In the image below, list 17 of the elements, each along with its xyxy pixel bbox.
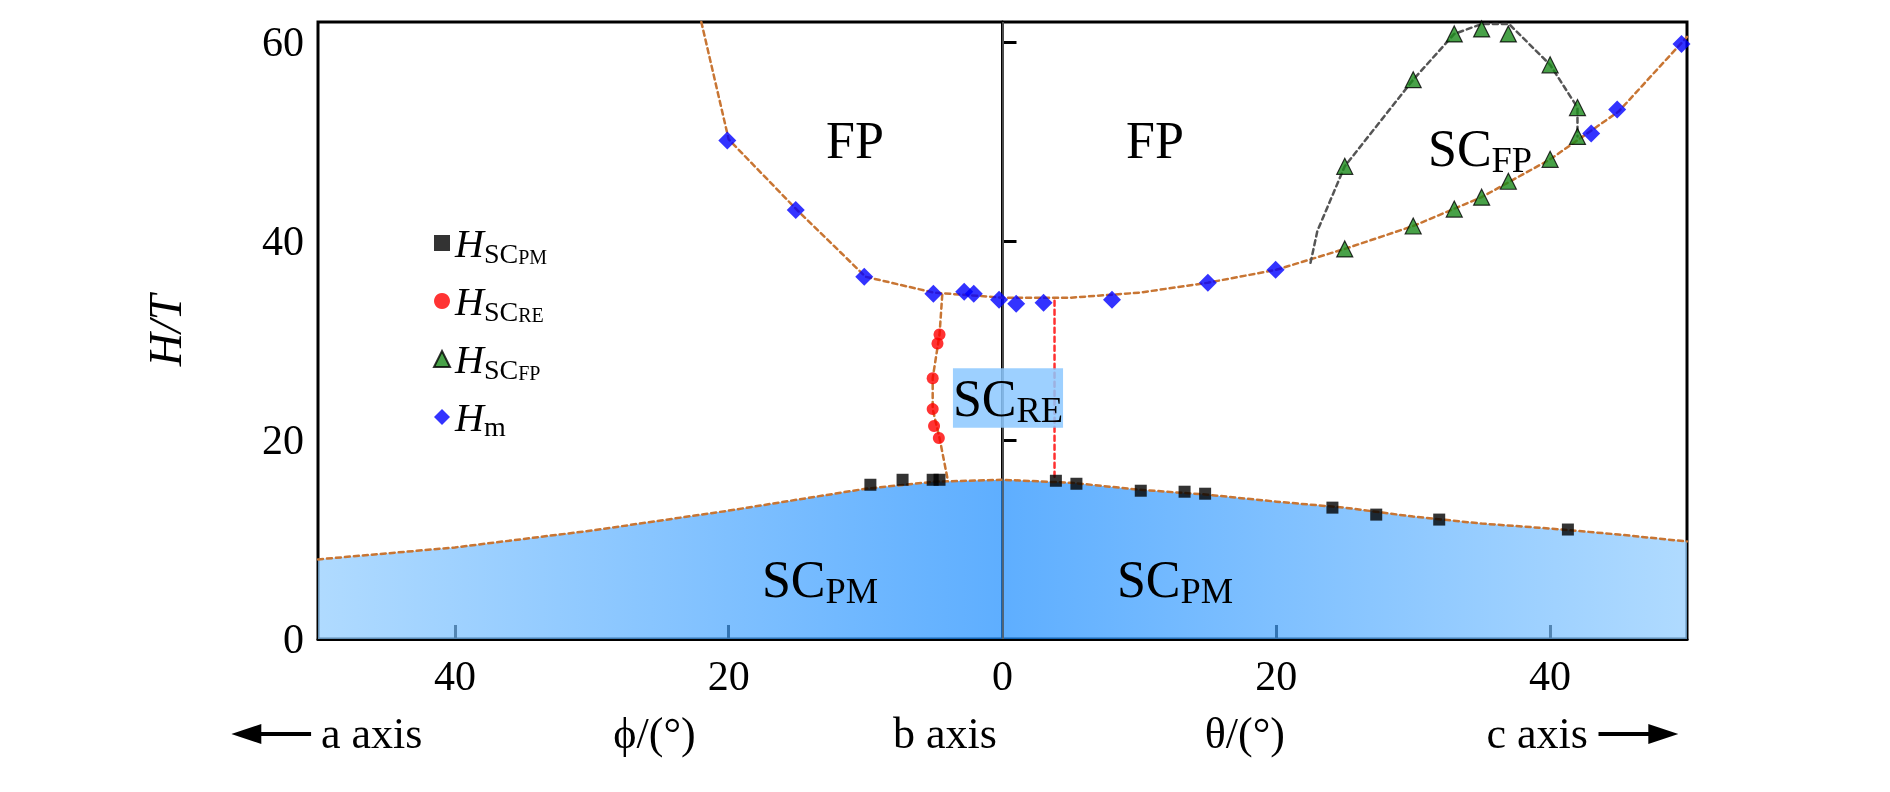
text: θ/(°) bbox=[1204, 708, 1285, 759]
x-tick-label: 0 bbox=[992, 653, 1013, 699]
x-tick-label: 20 bbox=[1255, 653, 1298, 699]
text: b axis bbox=[893, 708, 997, 759]
annotation: FP bbox=[826, 111, 884, 169]
text: a axis bbox=[320, 708, 423, 759]
x-tick-label: 40 bbox=[1529, 653, 1572, 699]
y-tick-label: 20 bbox=[262, 416, 304, 463]
y-tick-label: 0 bbox=[283, 616, 304, 662]
text: ϕ/(°) bbox=[613, 708, 696, 759]
text: c axis bbox=[1486, 708, 1588, 759]
y-tick-label: 60 bbox=[262, 18, 304, 65]
annotation: FP bbox=[1126, 111, 1184, 169]
y-axis-title: H/T bbox=[139, 291, 191, 368]
x-tick-label: 20 bbox=[707, 653, 750, 699]
x-tick-label: 40 bbox=[433, 653, 476, 699]
y-tick-label: 40 bbox=[262, 217, 304, 264]
